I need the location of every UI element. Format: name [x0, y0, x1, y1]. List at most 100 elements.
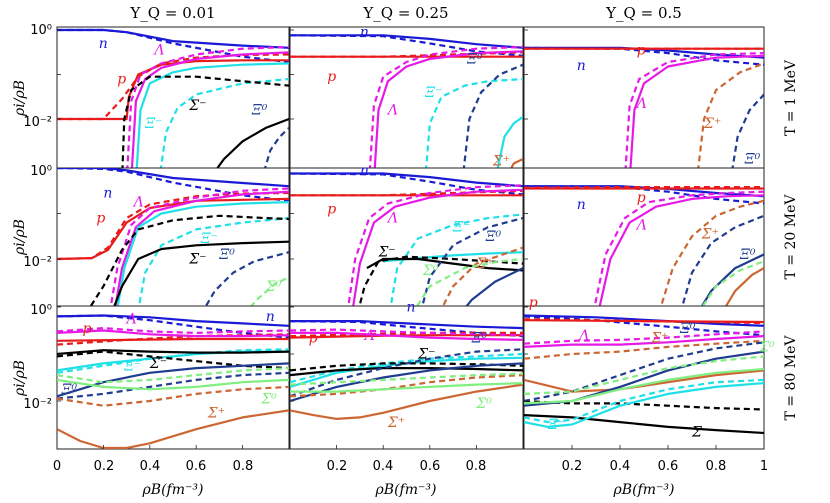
- series-Sigma--solid: [524, 414, 764, 435]
- series-Xi--dashed: [389, 213, 523, 306]
- x-tick-label: 0.2: [562, 459, 583, 474]
- y-tick-label: 10⁻²: [23, 255, 52, 270]
- label-Lambda: Λ: [386, 211, 398, 227]
- panel-r2-c2: p Λ Σ⁺ Ξ⁰ Σ⁰ Ξ⁻ Σ⁻: [523, 295, 775, 450]
- x-tick-label: 0.4: [610, 459, 631, 474]
- column-title-1: Y_Q = 0.25: [362, 4, 448, 22]
- series-Sigma0-solid: [524, 367, 764, 405]
- label-Xi-: Ξ⁻: [547, 417, 565, 433]
- series-Lambda-solid: [57, 329, 289, 338]
- series-n-solid: [290, 320, 523, 330]
- x-axis-label-0: ρB(fm⁻³): [142, 482, 204, 498]
- series-Sigma0-dashed: [701, 260, 764, 306]
- series-Xi--dashed: [137, 217, 289, 306]
- x-tick-label: 0.6: [420, 459, 441, 474]
- series-Sigma+-dashed: [697, 62, 764, 168]
- x-tick-label: 0.2: [327, 459, 348, 474]
- series-n-dashed: [57, 314, 289, 339]
- series-Lambda-dashed: [109, 187, 289, 306]
- y-axis-label-1: ρi/ρB: [12, 219, 28, 256]
- series-Xi0-solid: [290, 362, 523, 403]
- series-Sigma+-dashed: [524, 339, 764, 360]
- label-p: p: [529, 295, 538, 311]
- series-Sigma0-dashed: [250, 276, 289, 306]
- series-Sigma--solid: [57, 349, 289, 356]
- series-Xi--solid: [524, 382, 764, 428]
- x-tick-label: 0.8: [233, 459, 254, 474]
- series-n-dashed: [57, 28, 289, 64]
- x-tick-label: 0.8: [466, 459, 487, 474]
- series-Sigma--dashed: [524, 399, 764, 411]
- series-Sigma0-solid: [57, 378, 289, 391]
- label-Sigma+: Σ⁺: [492, 154, 510, 170]
- panel-lines: [57, 28, 289, 168]
- label-Sigma-: Σ⁻: [691, 424, 709, 440]
- label-n: n: [360, 163, 369, 179]
- x-axis-label-1: ρB(fm⁻³): [375, 482, 437, 498]
- series-Sigma--solid: [216, 117, 289, 168]
- series-Xi0-dashed: [462, 63, 523, 168]
- series-Xi0-dashed: [421, 217, 523, 306]
- label-n: n: [99, 36, 108, 52]
- panel-lines: [290, 320, 523, 420]
- label-Sigma0: Σ⁰: [475, 396, 492, 412]
- label-p: p: [96, 211, 105, 227]
- series-Xi0-dashed: [204, 251, 289, 306]
- label-Lambda: Λ: [152, 43, 164, 59]
- series-Sigma+-solid: [290, 383, 523, 420]
- series-Sigma0-dashed: [290, 372, 523, 386]
- panel-lines: [524, 314, 764, 435]
- label-p: p: [327, 202, 336, 218]
- panel-frame: [289, 26, 524, 169]
- series-Lambda-solid: [352, 188, 523, 306]
- y-tick-label: 10⁻²: [23, 115, 52, 130]
- panel-lines: [524, 46, 764, 168]
- series-Lambda-solid: [114, 190, 289, 306]
- label-Sigma+: Σ⁺: [387, 415, 405, 431]
- label-Lambda: Λ: [577, 328, 589, 344]
- series-p-dashed: [290, 331, 523, 338]
- series-Sigma+-dashed: [441, 246, 523, 306]
- label-Lambda: Λ: [635, 96, 647, 112]
- series-Lambda-solid: [130, 51, 289, 168]
- label-Xi0: Ξ⁰: [485, 229, 502, 245]
- label-Lambda: Λ: [125, 311, 137, 327]
- panel-r1-c2: n pΛ Σ⁺ Ξ⁰: [523, 167, 765, 307]
- series-Xi--solid: [135, 62, 289, 168]
- series-n-solid: [57, 168, 289, 188]
- series-Sigma+-solid: [57, 409, 289, 449]
- label-n: n: [577, 197, 586, 213]
- series-Sigma+-dashed: [290, 374, 523, 398]
- label-n: n: [103, 186, 112, 202]
- panel-lines: [57, 168, 289, 306]
- series-n-dashed: [57, 168, 289, 202]
- label-Sigma-: Σ⁻: [149, 356, 167, 372]
- label-Lambda: Λ: [132, 195, 144, 211]
- label-Sigma0: Σ⁰: [265, 279, 282, 295]
- label-Xi-: Ξ⁻: [123, 358, 141, 374]
- x-tick-label: 0: [53, 459, 61, 474]
- label-Xi0: Ξ⁰: [251, 103, 268, 119]
- panel-r1-c1: n p Λ Ξ⁻ Σ⁻ Ξ⁰ Σ⁰ Σ⁺: [289, 163, 524, 307]
- series-Xi0-solid: [700, 253, 764, 306]
- x-tick-label: 0.4: [373, 459, 394, 474]
- panel-r0-c0: n Λp Σ⁻ Ξ⁻ Ξ⁰: [56, 26, 290, 169]
- series-p-solid: [57, 337, 289, 342]
- label-Xi0: Ξ⁰: [744, 152, 761, 168]
- series-Lambda-solid: [629, 54, 764, 168]
- series-Sigma+-dashed: [57, 385, 289, 407]
- series-Lambda-dashed: [624, 52, 764, 168]
- y-tick-label: 10⁰: [30, 303, 52, 318]
- series-p-dashed: [524, 318, 764, 325]
- panel-frame: [523, 167, 765, 307]
- series-Sigma--solid: [366, 257, 523, 272]
- column-title-2: Y_Q = 0.5: [605, 4, 682, 22]
- series-Sigma0-dashed: [415, 257, 523, 306]
- x-axis-label-2: ρB(fm⁻³): [613, 482, 675, 498]
- label-Xi-: Ξ⁻: [144, 116, 162, 132]
- series-p-solid: [57, 197, 289, 261]
- label-Sigma+: Σ⁺: [701, 227, 719, 243]
- panel-r2-c0: n Λp Ξ⁻ Σ⁻ Ξ⁰ Σ⁺ Σ⁰: [56, 305, 290, 450]
- label-Xi0: Ξ⁰: [471, 330, 488, 346]
- panel-lines: [290, 172, 523, 306]
